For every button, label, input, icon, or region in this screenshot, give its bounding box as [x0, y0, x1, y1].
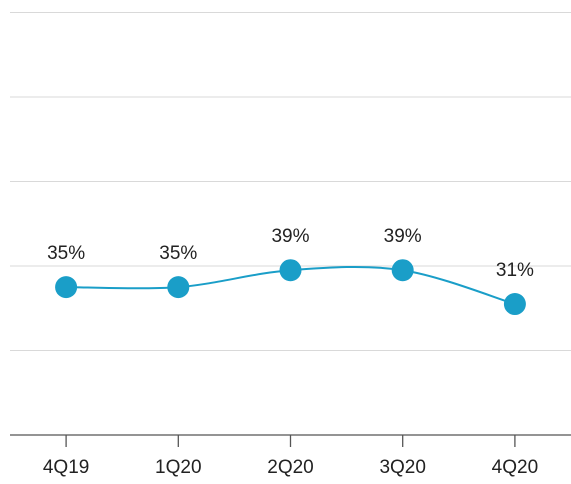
data-label: 35%: [159, 243, 197, 264]
data-label: 35%: [47, 243, 85, 264]
x-tick-label: 4Q19: [43, 457, 89, 478]
x-tick-label: 2Q20: [267, 457, 313, 478]
x-tick-label: 3Q20: [379, 457, 425, 478]
marker: [503, 293, 526, 316]
data-label: 31%: [496, 260, 534, 281]
data-label: 39%: [384, 226, 422, 247]
marker: [279, 259, 302, 282]
x-tick-label: 4Q20: [492, 457, 538, 478]
marker: [167, 276, 190, 299]
marker: [391, 259, 414, 282]
marker: [55, 276, 78, 299]
x-tick-label: 1Q20: [155, 457, 201, 478]
data-label: 39%: [271, 226, 309, 247]
